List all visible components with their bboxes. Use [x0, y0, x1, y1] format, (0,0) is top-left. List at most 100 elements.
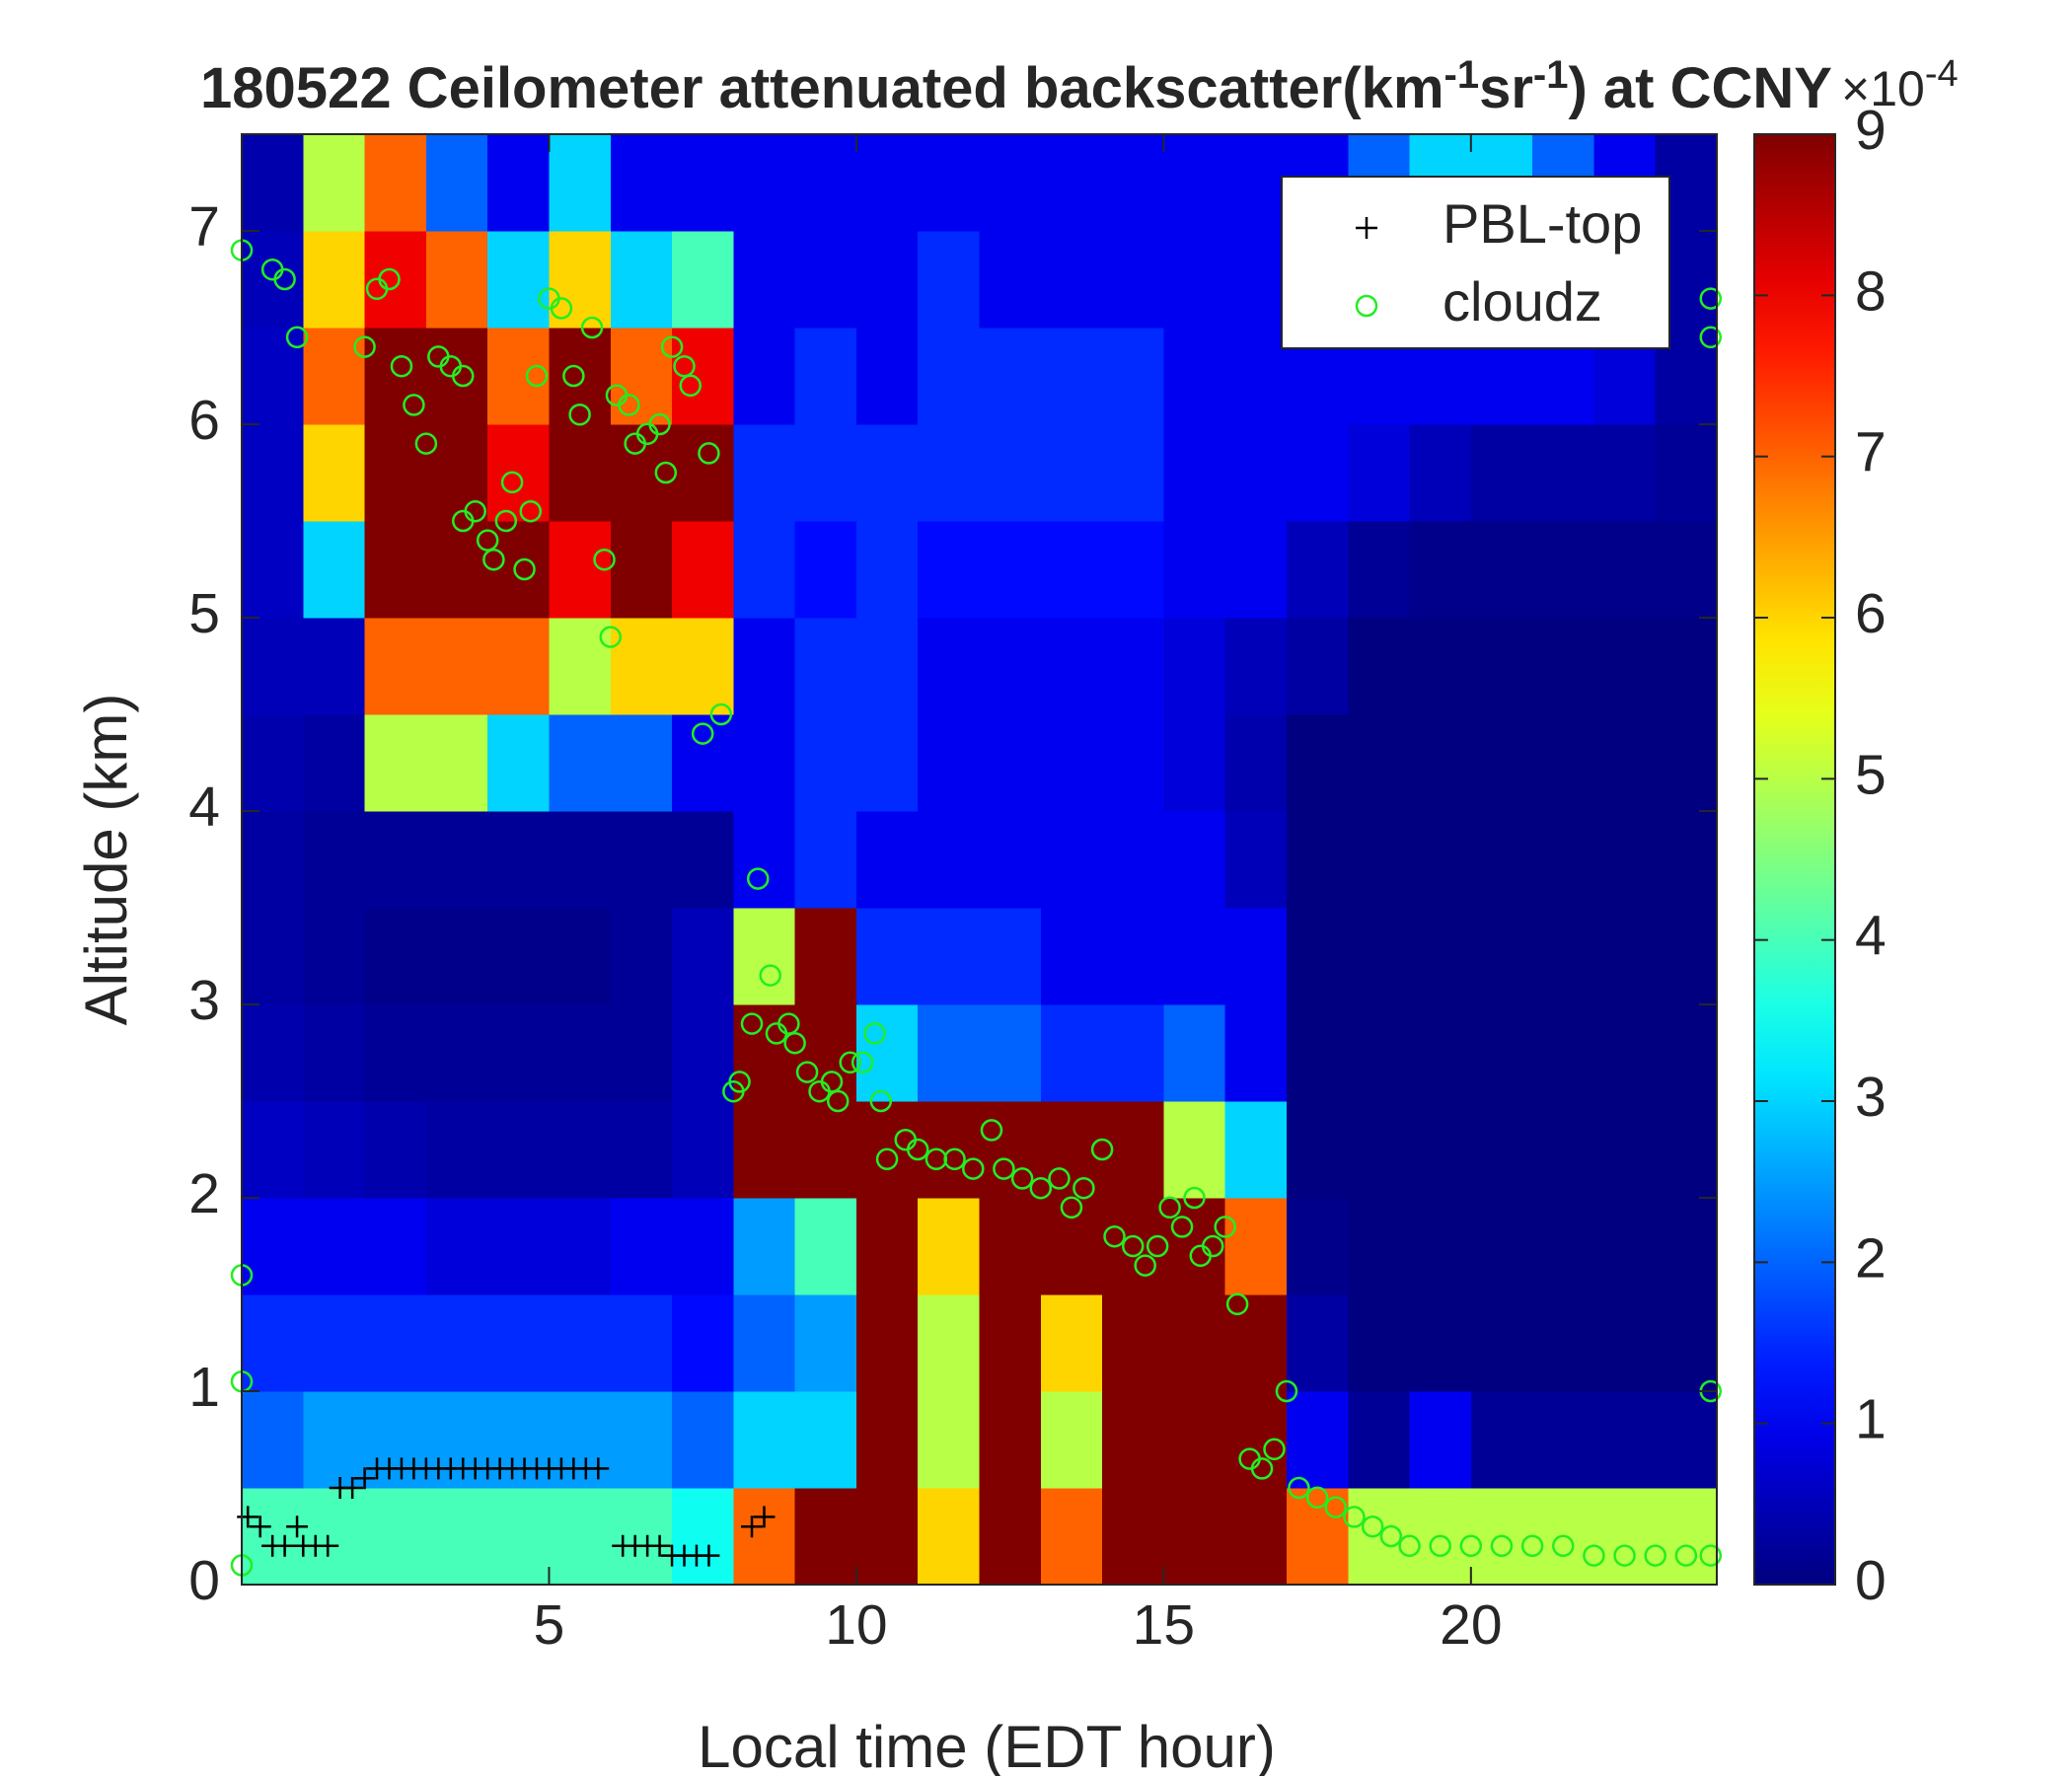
heatmap-cell: [733, 1101, 796, 1199]
heatmap-cell: [733, 1295, 796, 1392]
pbl-marker: [249, 1516, 271, 1538]
heatmap-cell: [672, 231, 734, 329]
heatmap-cell: [733, 714, 796, 812]
heatmap-cell: [1102, 618, 1164, 715]
heatmap-cell: [979, 231, 1042, 329]
heatmap-cell: [918, 1004, 980, 1102]
heatmap-cell: [610, 424, 673, 522]
pbl-marker: [353, 1467, 376, 1490]
heatmap-cell: [1224, 1295, 1288, 1392]
heatmap-cell: [1409, 1004, 1472, 1102]
heatmap-cell: [1532, 424, 1594, 522]
cloud-marker: [1158, 1196, 1181, 1220]
heatmap-cell: [672, 1198, 734, 1295]
cloud-marker: [353, 335, 376, 358]
cloud-marker: [993, 1157, 1015, 1180]
y-tick-label: 5: [188, 582, 220, 645]
heatmap-cell: [549, 328, 612, 425]
cloud-marker: [839, 1051, 861, 1074]
heatmap-cell: [1348, 424, 1411, 522]
heatmap-cell: [1532, 521, 1594, 619]
heatmap-cell: [1470, 1101, 1533, 1199]
heatmap-cell: [794, 1295, 857, 1392]
y-tick-label: 1: [188, 1356, 220, 1419]
cloud-marker: [820, 1071, 844, 1093]
heatmap-cell: [1470, 908, 1533, 1005]
heatmap-cell: [1470, 1198, 1533, 1295]
heatmap-cell: [1102, 1004, 1164, 1102]
heatmap-cell: [610, 1391, 673, 1489]
heatmap-cell: [672, 1004, 734, 1102]
heatmap-cell: [1286, 618, 1349, 715]
y-tick-label: 2: [188, 1162, 220, 1225]
cloud-marker: [1699, 1544, 1723, 1567]
heatmap-cell: [1593, 521, 1657, 619]
cloud-marker: [728, 1071, 751, 1093]
heatmap-cell: [1348, 1295, 1411, 1392]
heatmap-cell: [303, 1391, 366, 1489]
heatmap-cell: [672, 424, 734, 522]
colorbar-tick-label: 4: [1855, 905, 1887, 968]
heatmap-cell: [794, 231, 857, 329]
heatmap-cell: [425, 1101, 488, 1199]
cloud-marker: [562, 364, 585, 388]
heatmap-cell: [1040, 1488, 1103, 1586]
pbl-marker: [587, 1457, 610, 1480]
title-part: sr: [1479, 56, 1533, 120]
y-tick-label: 7: [188, 195, 220, 259]
heatmap-cell: [549, 134, 612, 232]
heatmap-cell: [918, 521, 980, 619]
heatmap-cell: [1286, 1488, 1349, 1586]
heatmap-cell: [1040, 908, 1103, 1005]
heatmap-cell: [549, 1004, 612, 1102]
heatmap-cell: [979, 1488, 1042, 1586]
heatmap-cell: [1102, 521, 1164, 619]
heatmap-cell: [1593, 1101, 1657, 1199]
heatmap-cell: [794, 328, 857, 425]
title-part: 180522 Ceilometer attenuated backscatter…: [200, 56, 1443, 120]
heatmap-cell: [979, 1198, 1042, 1295]
heatmap-cell: [1655, 811, 1718, 909]
cloud-marker: [1090, 1138, 1114, 1161]
axes: 5 10 15 20 0 1 2 3 4 5 6 7 0 1 2 3 4 5 6 7 8 9×10-4 PBL-top clo…: [188, 53, 1958, 1657]
heatmap-cell: [1593, 811, 1657, 909]
cloud-marker: [925, 1147, 948, 1171]
cloud-marker: [654, 461, 678, 484]
colorbar-tick-label: 2: [1855, 1226, 1887, 1290]
heatmap-cell: [918, 424, 980, 522]
pbl-marker: [741, 1516, 764, 1538]
heatmap-cell: [979, 908, 1042, 1005]
heatmap-cell: [733, 424, 796, 522]
heatmap-cell: [242, 618, 304, 715]
heatmap-cell: [242, 1391, 304, 1489]
heatmap-cell: [855, 328, 919, 425]
heatmap-cell: [1224, 1488, 1288, 1586]
heatmap-cell: [1348, 1004, 1411, 1102]
heatmap-cell: [1224, 714, 1288, 812]
heatmap-cell: [303, 1295, 366, 1392]
colorbar-label-base: ×10: [1841, 61, 1925, 116]
heatmap-cell: [1470, 1295, 1533, 1392]
cloud-marker: [648, 412, 671, 436]
heatmap-cell: [1040, 521, 1103, 619]
cloud-marker: [1379, 1524, 1403, 1548]
heatmap-cell: [979, 714, 1042, 812]
cloud-marker: [1398, 1534, 1421, 1558]
heatmap-cell: [610, 1101, 673, 1199]
heatmap-cell: [1040, 1198, 1103, 1295]
heatmap-cell: [855, 908, 919, 1005]
heatmap-cell: [733, 618, 796, 715]
legend-label: cloudz: [1443, 270, 1602, 333]
heatmap-cell: [1348, 714, 1411, 812]
heatmap-cell: [364, 521, 427, 619]
heatmap-cell: [242, 328, 304, 425]
cloud-marker: [673, 354, 696, 378]
cloud-marker: [679, 374, 702, 398]
x-axis-label: Local time (EDT hour): [698, 1714, 1276, 1776]
cloud-marker: [580, 316, 604, 339]
heatmap-cell: [1655, 908, 1718, 1005]
legend-box: [1281, 176, 1670, 349]
heatmap-cell: [1470, 1004, 1533, 1102]
heatmap-cell: [364, 1488, 427, 1586]
